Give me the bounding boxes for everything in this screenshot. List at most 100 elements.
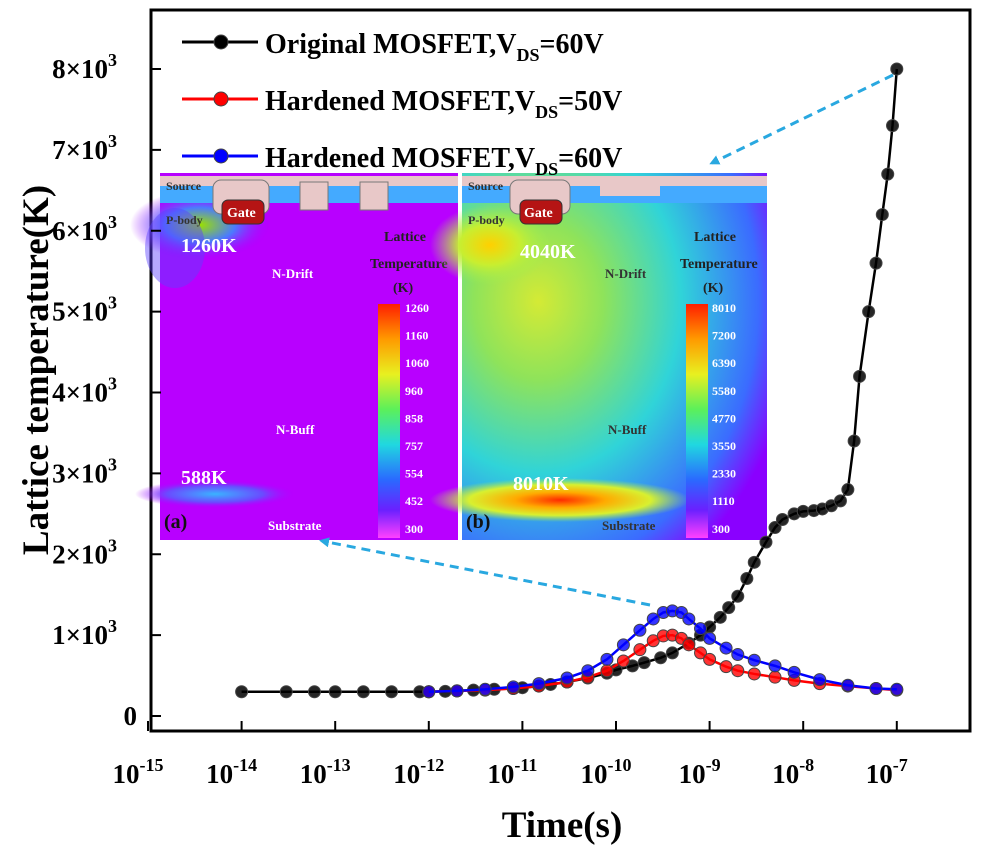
- data-point: [731, 589, 745, 603]
- data-point: [665, 646, 679, 660]
- y-tick-label: 7×103: [52, 131, 117, 165]
- colorbar-tick-label: 4770: [712, 411, 736, 425]
- series-layer: [235, 62, 904, 699]
- x-axis-title: Time(s): [502, 805, 623, 846]
- inset-a-hot-temp: 1260K: [181, 235, 237, 257]
- data-point: [813, 673, 827, 687]
- inset-b-colorbar: [686, 304, 708, 538]
- x-tick-label: 10-7: [866, 755, 908, 789]
- legend-marker: [213, 148, 229, 164]
- data-point: [450, 684, 464, 698]
- y-tick-label: 0: [124, 701, 138, 731]
- colorbar-tick-label: 452: [405, 494, 423, 508]
- inset-b-bottom-hot-zone: [430, 478, 690, 522]
- data-point: [532, 677, 546, 691]
- colorbar-tick-label: 1060: [405, 356, 429, 370]
- x-tick-label: 10-9: [679, 755, 721, 789]
- colorbar-tick-label: 1110: [712, 494, 735, 508]
- legend-label: Original MOSFET,VDS=60V: [265, 29, 604, 65]
- series-2: [422, 604, 904, 699]
- colorbar-tick-label: 1260: [405, 301, 429, 315]
- inset-b-tag: (b): [466, 511, 490, 533]
- data-point: [600, 664, 614, 678]
- legend-label: Hardened MOSFET,VDS=60V: [265, 143, 622, 179]
- colorbar-tick-label: 3550: [712, 439, 736, 453]
- inset-a-gate: [221, 199, 265, 225]
- data-point: [731, 648, 745, 662]
- data-point: [235, 685, 249, 699]
- data-point: [853, 369, 867, 383]
- data-point: [875, 208, 889, 222]
- colorbar-tick-label: 7200: [712, 329, 736, 343]
- data-point: [328, 685, 342, 699]
- arrow-to-inset-a: [319, 537, 651, 607]
- arrow-to-inset-b: [709, 73, 894, 165]
- data-point: [616, 654, 630, 668]
- data-point: [637, 656, 651, 670]
- data-point: [703, 631, 717, 645]
- data-point: [713, 610, 727, 624]
- inset-a-gate-label: Gate: [227, 206, 256, 221]
- inset-b-top-hot-zone: [430, 205, 550, 285]
- data-point: [633, 643, 647, 657]
- inset-a-colorbar-title-2: Temperature: [370, 257, 448, 272]
- data-point: [694, 622, 708, 636]
- inset-b-hot-temp: 4040K: [520, 241, 576, 263]
- data-point: [719, 641, 733, 655]
- data-point: [740, 572, 754, 586]
- data-point: [747, 653, 761, 667]
- inset-a-colorbar-title-1: Lattice: [384, 230, 426, 245]
- inset-b-colorbar-title-3: (K): [703, 281, 724, 296]
- data-point: [841, 483, 855, 497]
- inset-a-low-temp: 588K: [181, 467, 227, 489]
- colorbar-tick-label: 1160: [405, 329, 428, 343]
- data-point: [841, 678, 855, 692]
- legend-marker: [213, 91, 229, 107]
- data-point: [682, 612, 696, 626]
- x-tick-label: 10-11: [487, 755, 537, 789]
- data-point: [796, 504, 810, 518]
- inset-a-source-label: Source: [166, 179, 202, 193]
- x-tick-label: 10-10: [581, 755, 632, 789]
- data-point: [787, 665, 801, 679]
- inset-a-low-zone: [135, 480, 295, 508]
- inset-b-pbody-label: P-body: [468, 213, 505, 227]
- x-tick-label: 10-14: [206, 755, 257, 789]
- inset-a-pbody-label: P-body: [166, 213, 203, 227]
- x-tick-label: 10-8: [772, 755, 814, 789]
- data-point: [703, 652, 717, 666]
- data-point: [616, 638, 630, 652]
- data-point: [869, 256, 883, 270]
- colorbar-tick-label: 960: [405, 384, 423, 398]
- inset-a-colorbar: [378, 304, 400, 538]
- data-point: [694, 646, 708, 660]
- data-point: [890, 682, 904, 696]
- inset-a-nbuff-label: N-Buff: [276, 422, 315, 437]
- inset-a-ndrift-label: N-Drift: [272, 266, 314, 281]
- data-point: [307, 685, 321, 699]
- data-point: [646, 612, 660, 626]
- inset-a-temperature-map: Source Gate P-body N-Drift N-Buff Substr…: [130, 173, 458, 540]
- colorbar-tick-label: 6390: [712, 356, 736, 370]
- colorbar-tick-label: 554: [405, 467, 423, 481]
- inset-a-substrate-label: Substrate: [268, 518, 322, 533]
- y-tick-label: 1×103: [52, 616, 117, 650]
- inset-b-low-temp: 8010K: [513, 473, 569, 495]
- y-tick-label: 3×103: [52, 454, 117, 488]
- x-tick-label: 10-12: [393, 755, 444, 789]
- y-axis-title: Lattice temperature(K): [16, 185, 57, 555]
- inset-b-gate: [519, 199, 563, 225]
- inset-b-gate-label: Gate: [524, 206, 553, 221]
- data-point: [759, 535, 773, 549]
- data-point: [581, 664, 595, 678]
- data-point: [847, 434, 861, 448]
- data-point: [600, 652, 614, 666]
- data-point: [747, 555, 761, 569]
- inset-a-tag: (a): [164, 511, 187, 533]
- data-point: [385, 685, 399, 699]
- data-point: [654, 651, 668, 665]
- inset-b-source-label: Source: [468, 179, 504, 193]
- colorbar-tick-label: 300: [405, 522, 423, 536]
